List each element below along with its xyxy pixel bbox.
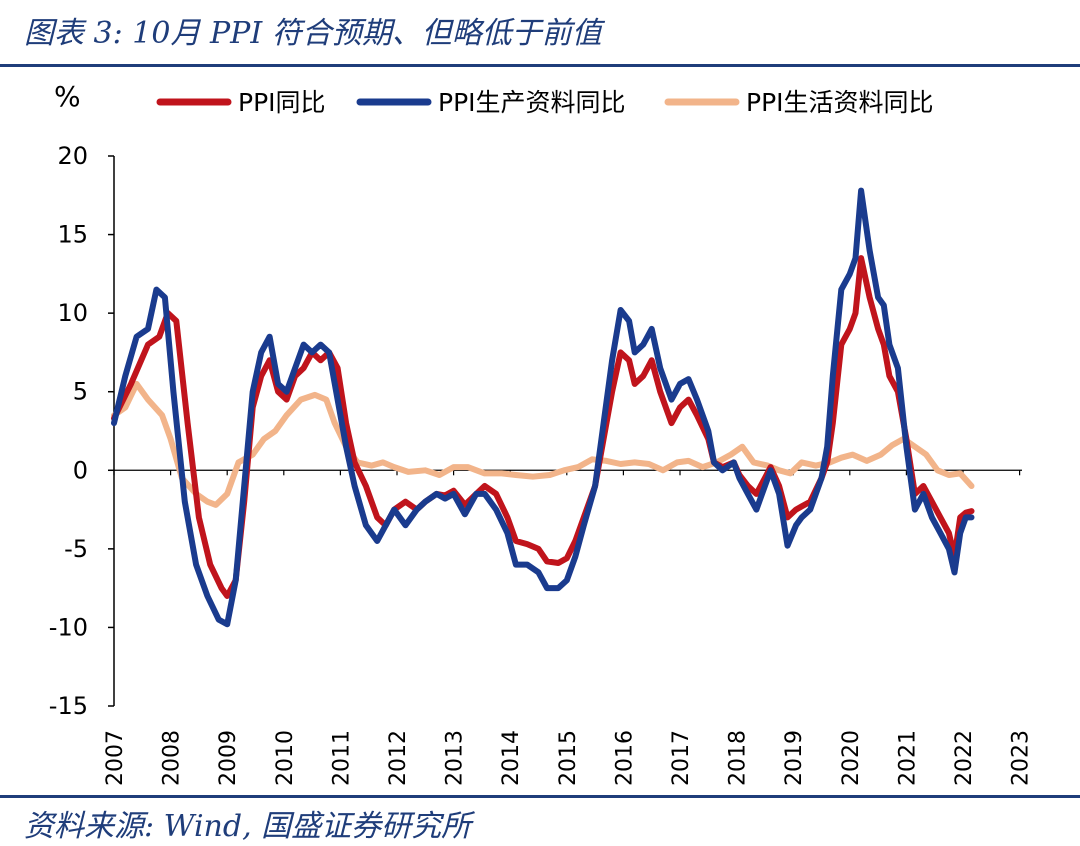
x-tick-label: 2016: [612, 730, 637, 786]
top-divider: [0, 64, 1080, 67]
x-tick-label: 2008: [160, 730, 185, 786]
x-tick-label: 2022: [952, 730, 977, 786]
series-line: [111, 380, 975, 508]
x-tick-label: 2011: [329, 730, 354, 786]
x-tick-label: 2007: [103, 730, 128, 786]
x-tick-label: 2018: [726, 730, 751, 786]
series-line: [111, 255, 975, 599]
y-tick-label: 10: [57, 299, 88, 327]
x-tick-label: 2012: [386, 730, 411, 786]
y-tick-label: 20: [57, 142, 88, 170]
series-lines: [111, 187, 975, 628]
y-tick-label: -5: [64, 535, 88, 563]
x-tick-label: 2023: [1009, 730, 1034, 786]
legend-label: PPI同比: [238, 88, 326, 117]
bottom-divider: [0, 795, 1080, 798]
x-tick-label: 2013: [443, 730, 468, 786]
legend-label: PPI生产资料同比: [438, 88, 626, 117]
source-note: 资料来源: Wind, 国盛证券研究所: [24, 809, 472, 844]
x-tick-label: 2015: [556, 730, 581, 786]
y-tick-label: -10: [49, 613, 88, 641]
y-tick-label: 0: [73, 456, 88, 484]
y-tick-label: 15: [57, 221, 88, 249]
series-line: [111, 187, 975, 628]
x-tick-label: 2017: [669, 730, 694, 786]
y-axis-unit: %: [54, 80, 81, 113]
legend: PPI同比 PPI生产资料同比 PPI生活资料同比: [156, 88, 934, 117]
y-tick-label: 5: [73, 378, 88, 406]
x-tick-label: 2014: [499, 730, 524, 786]
x-tick-label: 2021: [895, 730, 920, 786]
x-tick-label: 2010: [273, 730, 298, 786]
y-tick-label: -15: [49, 692, 88, 720]
x-tick-label: 2020: [839, 730, 864, 786]
x-tick-label: 2009: [216, 730, 241, 786]
x-tick-label: 2019: [782, 730, 807, 786]
chart-title: 图表 3: 10月 PPI 符合预期、但略低于前值: [24, 16, 602, 51]
legend-label: PPI生活资料同比: [746, 88, 934, 117]
